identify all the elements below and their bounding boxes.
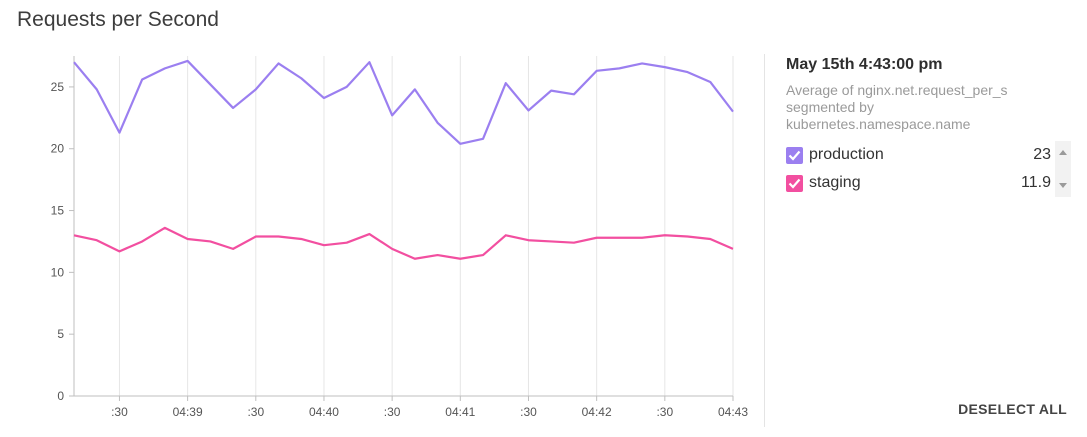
line-chart[interactable]: 0 5 10 15 20 25 :30 04:39 :30 04:40 :30 04:41 :30 04:… bbox=[0, 0, 765, 437]
panel-divider bbox=[764, 54, 765, 427]
x-tick-label: 04:42 bbox=[582, 405, 612, 419]
legend-value: 11.9 bbox=[1021, 174, 1051, 191]
chart-title: Requests per Second bbox=[17, 8, 219, 31]
panel-timestamp: May 15th 4:43:00 pm bbox=[786, 56, 943, 73]
scroll-down-arrow-icon[interactable] bbox=[1059, 183, 1067, 188]
legend-scrollbar[interactable] bbox=[1055, 141, 1071, 197]
x-tick-label: :30 bbox=[520, 405, 537, 419]
y-tick-label: 5 bbox=[57, 327, 64, 341]
x-tick-label: :30 bbox=[111, 405, 128, 419]
series-line-staging bbox=[73, 226, 734, 260]
legend-label: staging bbox=[809, 174, 861, 191]
x-tick-label: 04:43 bbox=[718, 405, 748, 419]
legend: production 23 staging 11.9 bbox=[786, 141, 1071, 197]
y-tick-label: 15 bbox=[51, 204, 65, 218]
checkbox-checked-icon[interactable] bbox=[786, 146, 803, 164]
x-tick-label: :30 bbox=[656, 405, 673, 419]
scroll-up-arrow-icon[interactable] bbox=[1059, 150, 1067, 155]
x-tick-label: 04:41 bbox=[445, 405, 475, 419]
legend-item-production[interactable]: production 23 bbox=[786, 141, 1051, 169]
y-tick-label: 10 bbox=[51, 265, 65, 279]
y-tick-label: 0 bbox=[57, 389, 64, 403]
legend-label: production bbox=[809, 146, 884, 163]
y-tick-label: 25 bbox=[51, 80, 65, 94]
tooltip-panel: May 15th 4:43:00 pm Average of nginx.net… bbox=[786, 56, 1076, 197]
x-tick-label: 04:40 bbox=[309, 405, 339, 419]
checkbox-checked-icon[interactable] bbox=[786, 174, 803, 192]
panel-description: Average of nginx.net.request_per_s segme… bbox=[786, 82, 1008, 132]
x-tick-label: :30 bbox=[384, 405, 401, 419]
x-tick-label: :30 bbox=[247, 405, 264, 419]
y-tick-label: 20 bbox=[51, 142, 65, 156]
legend-value: 23 bbox=[1033, 146, 1051, 163]
series-line-production bbox=[73, 59, 734, 145]
deselect-all-button[interactable]: DESELECT ALL bbox=[958, 401, 1067, 417]
x-tick-label: 04:39 bbox=[173, 405, 203, 419]
legend-item-staging[interactable]: staging 11.9 bbox=[786, 169, 1051, 197]
